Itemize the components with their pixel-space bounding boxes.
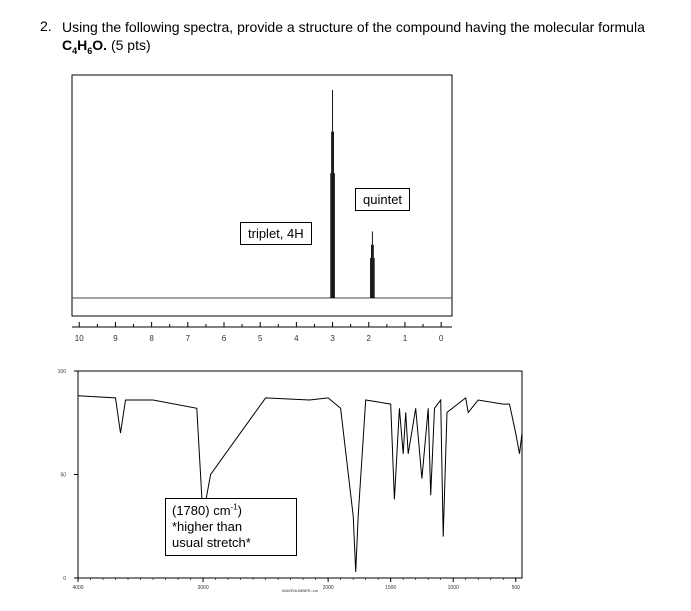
nmr-peak — [370, 231, 375, 298]
ir-x-tick-label: 500 — [512, 585, 521, 591]
ir-x-tick-label: 2000 — [323, 585, 334, 591]
nmr-tick-label: 5 — [258, 334, 263, 343]
nmr-tick-label: 8 — [149, 334, 154, 343]
question-points: (5 pts) — [110, 37, 151, 53]
nmr-tick-label: 9 — [113, 334, 118, 343]
ir-x-tick-label: 1000 — [448, 585, 459, 591]
question-number: 2. — [40, 18, 52, 34]
ir-x-axis-label: WAVENUMBER–cm — [282, 588, 319, 593]
nmr-tick-label: 4 — [294, 334, 299, 343]
nmr-tick-label: 6 — [222, 334, 227, 343]
molecular-formula: C4H6O. — [62, 37, 108, 56]
ir-y-tick-label: 100 — [58, 369, 67, 375]
ir-y-tick-label: 50 — [60, 473, 66, 479]
nmr-tick-label: 7 — [186, 334, 191, 343]
nmr-quintet-label: quintet — [355, 188, 411, 211]
ir-x-tick-label: 3000 — [198, 585, 209, 591]
ir-x-tick-label: 4000 — [72, 585, 83, 591]
ir-carbonyl-note: (1780) cm-1) *higher than usual stretch* — [165, 498, 297, 556]
ir-y-tick-label: 0 — [63, 576, 66, 582]
nmr-peak — [330, 90, 335, 298]
question-text: Using the following spectra, provide a s… — [62, 18, 682, 56]
ir-frame — [77, 370, 523, 579]
nmr-tick-label: 1 — [403, 334, 408, 343]
question-prompt: Using the following spectra, provide a s… — [62, 19, 645, 35]
nmr-peaks — [330, 90, 375, 298]
nmr-axis: 10 9 8 7 6 5 4 3 2 1 0 — [72, 322, 452, 343]
ir-x-tick-label: 1500 — [385, 585, 396, 591]
nmr-frame — [71, 74, 453, 317]
nmr-tick-label: 10 — [75, 334, 84, 343]
nmr-triplet-label: triplet, 4H — [240, 222, 312, 245]
nmr-tick-label: 2 — [367, 334, 372, 343]
ir-trace — [77, 395, 523, 572]
nmr-tick-label: 0 — [439, 334, 444, 343]
nmr-tick-label: 3 — [330, 334, 335, 343]
